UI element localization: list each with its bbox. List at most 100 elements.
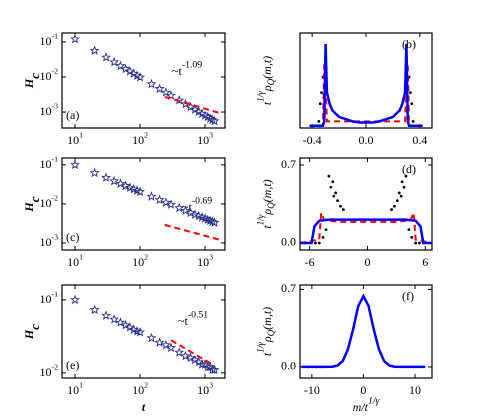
plot-area xyxy=(309,44,423,128)
y-tick-label: 0.7 xyxy=(281,281,296,295)
x-tick-label-part: 10 xyxy=(132,383,144,397)
star-marker xyxy=(120,319,131,330)
star-marker xyxy=(134,72,146,82)
star-marker xyxy=(189,354,200,365)
panel-label: (b) xyxy=(402,37,416,51)
dot-marker xyxy=(332,194,336,198)
plot-area xyxy=(70,33,221,126)
y-tick-label-part: -1 xyxy=(52,31,59,40)
dot-marker xyxy=(321,236,325,239)
y-tick-label: 0.0 xyxy=(281,359,296,373)
annotation-part: -1.09 xyxy=(182,59,202,70)
star-marker xyxy=(124,322,135,332)
x-tick-label: 102 xyxy=(132,130,148,146)
frame xyxy=(299,157,433,251)
annotation: ~t-1.09 xyxy=(172,59,202,77)
star-marker xyxy=(109,56,120,67)
y-axis-label-part: H xyxy=(22,329,36,340)
x-tick-label-part: 1 xyxy=(79,252,83,261)
star-marker xyxy=(160,197,171,207)
y-axis-label-part: Q xyxy=(266,202,276,209)
star-marker xyxy=(197,359,208,369)
star-marker xyxy=(89,167,100,178)
y-axis-label: t1/γρQ(m,t) xyxy=(256,179,277,228)
x-tick-label: 10 xyxy=(409,383,421,397)
x-tick-label-part: 10 xyxy=(67,133,79,147)
x-tick-label-part: 10 xyxy=(197,255,209,269)
y-axis-label-part: (m,t) xyxy=(260,56,274,79)
y-axis-label-part: 1/γ xyxy=(256,342,266,353)
x-tick-label: -6 xyxy=(305,255,315,269)
panel-label: (a) xyxy=(66,108,79,122)
frame xyxy=(299,284,433,379)
dot-marker xyxy=(414,241,418,245)
frame xyxy=(299,32,433,129)
y-axis-label-part: t xyxy=(260,225,274,229)
x-tick-label: 103 xyxy=(197,130,213,146)
y-axis-label-part: (m,t) xyxy=(260,307,274,330)
dot-marker xyxy=(336,199,339,203)
dot-marker xyxy=(318,102,322,106)
plot-area xyxy=(301,293,426,369)
dot-marker xyxy=(395,199,399,203)
star-marker xyxy=(124,66,135,76)
star-marker xyxy=(115,317,126,327)
frame xyxy=(61,284,226,379)
dot-marker xyxy=(410,236,414,239)
y-axis-label-part: Q xyxy=(266,329,276,336)
x-tick-label: 0.4 xyxy=(412,133,427,147)
star-marker xyxy=(209,217,220,227)
x-tick-label-part: 2 xyxy=(144,252,148,261)
y-tick-label-part: 10 xyxy=(40,34,52,48)
star-marker xyxy=(101,52,112,62)
dot-marker xyxy=(339,204,342,208)
annotation-part: -0.69 xyxy=(192,195,212,206)
star-marker xyxy=(180,98,191,109)
x-tick-label: 101 xyxy=(67,252,83,268)
line xyxy=(309,44,423,128)
y-axis-label-part: ρ xyxy=(260,209,274,216)
annotation: ~t-0.69 xyxy=(182,195,212,213)
dot-marker xyxy=(399,194,403,198)
y-tick-label-part: -1 xyxy=(52,289,59,298)
x-tick-label: -0.4 xyxy=(303,133,322,147)
x-tick-label: -10 xyxy=(304,383,320,397)
star-marker xyxy=(146,191,157,201)
star-marker xyxy=(89,304,100,315)
x-tick-label-part: 10 xyxy=(132,255,144,269)
y-tick-label: 0.0 xyxy=(281,235,296,249)
y-axis-label-part: ρ xyxy=(260,336,274,343)
star-marker xyxy=(166,199,177,209)
star-marker xyxy=(166,90,177,100)
x-tick-label-part: 2 xyxy=(144,380,148,389)
dot-marker xyxy=(317,119,321,123)
star-marker xyxy=(174,202,185,213)
frame xyxy=(61,32,226,129)
dot-marker xyxy=(418,241,421,245)
y-tick-label-part: 10 xyxy=(40,196,52,210)
x-axis-label-part: 1/γ xyxy=(368,395,381,406)
y-tick-label-part: -2 xyxy=(52,66,59,75)
star-marker xyxy=(70,159,81,170)
star-marker xyxy=(101,310,112,320)
star-marker xyxy=(154,194,165,205)
y-tick-label-part: 10 xyxy=(40,292,52,306)
star-marker xyxy=(120,180,131,191)
star-marker xyxy=(180,350,191,361)
y-tick-label-part: -3 xyxy=(52,232,59,241)
y-axis-label: t1/γρQ(m,t) xyxy=(256,307,277,356)
dot-marker xyxy=(317,241,321,245)
dot-marker xyxy=(331,180,335,184)
x-tick-label: 103 xyxy=(197,380,213,396)
y-axis-label-part: c xyxy=(27,73,42,79)
y-tick-label-part: -3 xyxy=(52,101,59,110)
y-tick-label: 10-1 xyxy=(40,154,59,170)
dashed-line xyxy=(170,339,213,366)
x-tick-label-part: 10 xyxy=(197,133,209,147)
star-marker xyxy=(209,115,220,126)
y-axis-label-part: Q xyxy=(266,78,276,85)
x-tick-label: 102 xyxy=(132,380,148,396)
x-tick-label-part: 10 xyxy=(197,383,209,397)
x-tick-label-part: 3 xyxy=(209,252,213,261)
annotation-part: ~t xyxy=(182,200,192,214)
